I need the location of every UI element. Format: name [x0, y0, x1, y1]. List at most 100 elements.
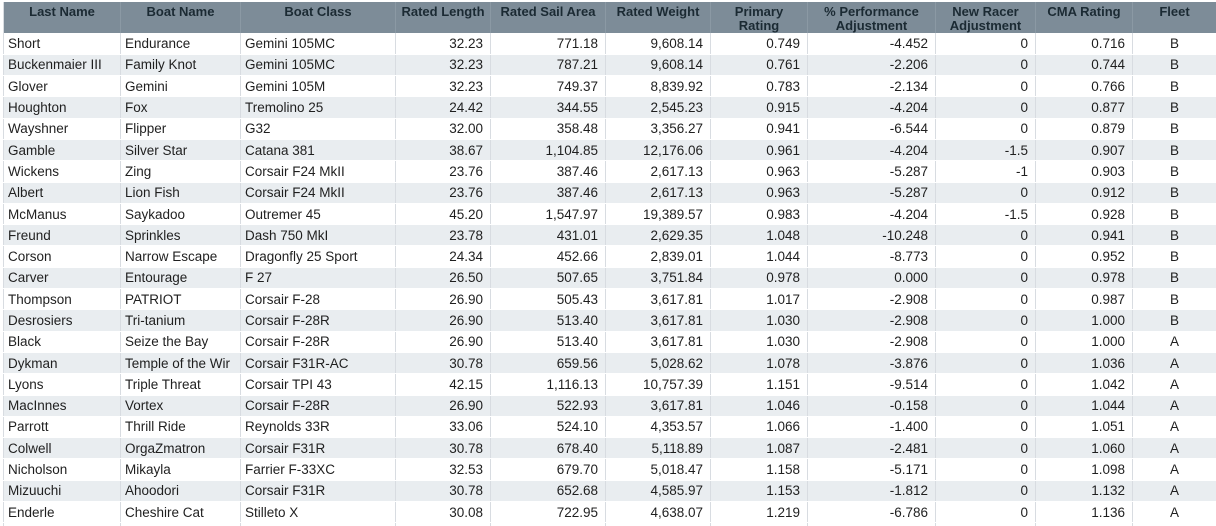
cell-new-racer-adjustment[interactable]: 0	[935, 224, 1036, 247]
cell-boat-class[interactable]: Gemini 105MC	[240, 33, 396, 55]
cell-last-name[interactable]: Albert	[3, 182, 121, 204]
cell-rated-weight[interactable]: 3,617.81	[605, 395, 711, 417]
cell-rated-weight[interactable]: 3,617.81	[605, 309, 711, 332]
cell-last-name[interactable]: Freund	[3, 224, 121, 247]
cell-performance-adjustment[interactable]: -5.171	[807, 458, 936, 481]
cell-rated-length[interactable]: 26.90	[395, 309, 491, 332]
cell-boat-name[interactable]: Entourage	[120, 267, 241, 290]
cell-performance-adjustment[interactable]: -9.514	[807, 373, 936, 396]
cell-boat-class[interactable]: Tremolino 25	[240, 96, 396, 119]
cell-fleet[interactable]: B	[1132, 182, 1216, 204]
cell-rated-sail-area[interactable]: 513.40	[490, 309, 606, 332]
cell-boat-name[interactable]: Zing	[120, 160, 241, 183]
cell-boat-class[interactable]: Corsair F24 MkII	[240, 182, 396, 204]
cell-boat-class[interactable]: Corsair F-28R	[240, 395, 396, 417]
cell-primary-rating[interactable]: 1.030	[710, 309, 808, 332]
cell-last-name[interactable]: Thompson	[3, 288, 121, 311]
empty-cell[interactable]	[1035, 522, 1133, 526]
cell-cma-rating[interactable]: 1.000	[1035, 309, 1133, 332]
cell-rated-sail-area[interactable]: 722.95	[490, 501, 606, 524]
cell-fleet[interactable]: B	[1132, 54, 1216, 77]
cell-boat-name[interactable]: Vortex	[120, 395, 241, 417]
cell-rated-weight[interactable]: 4,353.57	[605, 416, 711, 439]
cell-rated-weight[interactable]: 10,757.39	[605, 373, 711, 396]
cell-performance-adjustment[interactable]: -3.876	[807, 352, 936, 375]
cell-cma-rating[interactable]: 0.978	[1035, 267, 1133, 290]
cell-rated-length[interactable]: 24.42	[395, 96, 491, 119]
column-header-primary-rating[interactable]: Primary Rating	[710, 2, 808, 33]
cell-performance-adjustment[interactable]: -2.908	[807, 288, 936, 311]
cell-rated-length[interactable]: 32.23	[395, 75, 491, 98]
cell-cma-rating[interactable]: 1.132	[1035, 480, 1133, 503]
cell-rated-length[interactable]: 32.00	[395, 118, 491, 140]
cell-primary-rating[interactable]: 0.915	[710, 96, 808, 119]
cell-cma-rating[interactable]: 1.042	[1035, 373, 1133, 396]
cell-boat-name[interactable]: Cheshire Cat	[120, 501, 241, 524]
cell-rated-weight[interactable]: 4,638.07	[605, 501, 711, 524]
empty-cell[interactable]	[935, 522, 1036, 526]
empty-cell[interactable]	[490, 522, 606, 526]
cell-new-racer-adjustment[interactable]: 0	[935, 352, 1036, 375]
cell-performance-adjustment[interactable]: -2.908	[807, 309, 936, 332]
cell-rated-length[interactable]: 32.23	[395, 33, 491, 55]
cell-last-name[interactable]: Enderle	[3, 501, 121, 524]
cell-cma-rating[interactable]: 0.716	[1035, 33, 1133, 55]
cell-cma-rating[interactable]: 0.987	[1035, 288, 1133, 311]
cell-rated-sail-area[interactable]: 749.37	[490, 75, 606, 98]
cell-primary-rating[interactable]: 1.048	[710, 224, 808, 247]
column-header-boat-name[interactable]: Boat Name	[120, 2, 241, 33]
cell-new-racer-adjustment[interactable]: 0	[935, 245, 1036, 268]
cell-primary-rating[interactable]: 1.078	[710, 352, 808, 375]
cell-rated-weight[interactable]: 2,617.13	[605, 182, 711, 204]
cell-boat-name[interactable]: Lion Fish	[120, 182, 241, 204]
column-header-new-racer-adjustment[interactable]: New Racer Adjustment	[935, 2, 1036, 33]
cell-new-racer-adjustment[interactable]: 0	[935, 395, 1036, 417]
cell-boat-class[interactable]: Corsair F-28	[240, 288, 396, 311]
cell-rated-sail-area[interactable]: 652.68	[490, 480, 606, 503]
cell-boat-class[interactable]: Reynolds 33R	[240, 416, 396, 439]
cell-primary-rating[interactable]: 0.961	[710, 139, 808, 162]
cell-performance-adjustment[interactable]: -10.248	[807, 224, 936, 247]
cell-rated-length[interactable]: 30.78	[395, 480, 491, 503]
column-header-rated-sail-area[interactable]: Rated Sail Area	[490, 2, 606, 33]
cell-rated-length[interactable]: 32.53	[395, 458, 491, 481]
cell-cma-rating[interactable]: 1.051	[1035, 416, 1133, 439]
cell-performance-adjustment[interactable]: -2.481	[807, 437, 936, 460]
cell-boat-name[interactable]: Seize the Bay	[120, 331, 241, 353]
cell-fleet[interactable]: A	[1132, 437, 1216, 460]
cell-last-name[interactable]: Dykman	[3, 352, 121, 375]
cell-rated-length[interactable]: 26.90	[395, 331, 491, 353]
cell-last-name[interactable]: Desrosiers	[3, 309, 121, 332]
cell-new-racer-adjustment[interactable]: -1.5	[935, 203, 1036, 226]
cell-boat-class[interactable]: Catana 381	[240, 139, 396, 162]
cell-new-racer-adjustment[interactable]: 0	[935, 96, 1036, 119]
cell-fleet[interactable]: B	[1132, 33, 1216, 55]
cell-rated-weight[interactable]: 2,839.01	[605, 245, 711, 268]
cell-boat-name[interactable]: Saykadoo	[120, 203, 241, 226]
cell-performance-adjustment[interactable]: -8.773	[807, 245, 936, 268]
cell-rated-length[interactable]: 26.50	[395, 267, 491, 290]
cell-boat-name[interactable]: Temple of the Wir	[120, 352, 241, 375]
cell-rated-length[interactable]: 30.78	[395, 437, 491, 460]
cell-last-name[interactable]: Wayshner	[3, 118, 121, 140]
cell-last-name[interactable]: Mizuuchi	[3, 480, 121, 503]
cell-new-racer-adjustment[interactable]: 0	[935, 480, 1036, 503]
cell-rated-weight[interactable]: 2,629.35	[605, 224, 711, 247]
cell-cma-rating[interactable]: 0.928	[1035, 203, 1133, 226]
cell-cma-rating[interactable]: 0.952	[1035, 245, 1133, 268]
cell-performance-adjustment[interactable]: -1.812	[807, 480, 936, 503]
cell-rated-length[interactable]: 23.76	[395, 160, 491, 183]
cell-rated-weight[interactable]: 12,176.06	[605, 139, 711, 162]
cell-boat-name[interactable]: Gemini	[120, 75, 241, 98]
cell-cma-rating[interactable]: 1.036	[1035, 352, 1133, 375]
cell-boat-class[interactable]: Dragonfly 25 Sport	[240, 245, 396, 268]
cell-primary-rating[interactable]: 1.017	[710, 288, 808, 311]
cell-boat-name[interactable]: Ahoodori	[120, 480, 241, 503]
cell-primary-rating[interactable]: 0.749	[710, 33, 808, 55]
cell-rated-sail-area[interactable]: 387.46	[490, 182, 606, 204]
cell-boat-class[interactable]: Stilleto X	[240, 501, 396, 524]
cell-boat-name[interactable]: Family Knot	[120, 54, 241, 77]
cell-performance-adjustment[interactable]: -6.786	[807, 501, 936, 524]
cell-fleet[interactable]: B	[1132, 288, 1216, 311]
cell-performance-adjustment[interactable]: -2.134	[807, 75, 936, 98]
